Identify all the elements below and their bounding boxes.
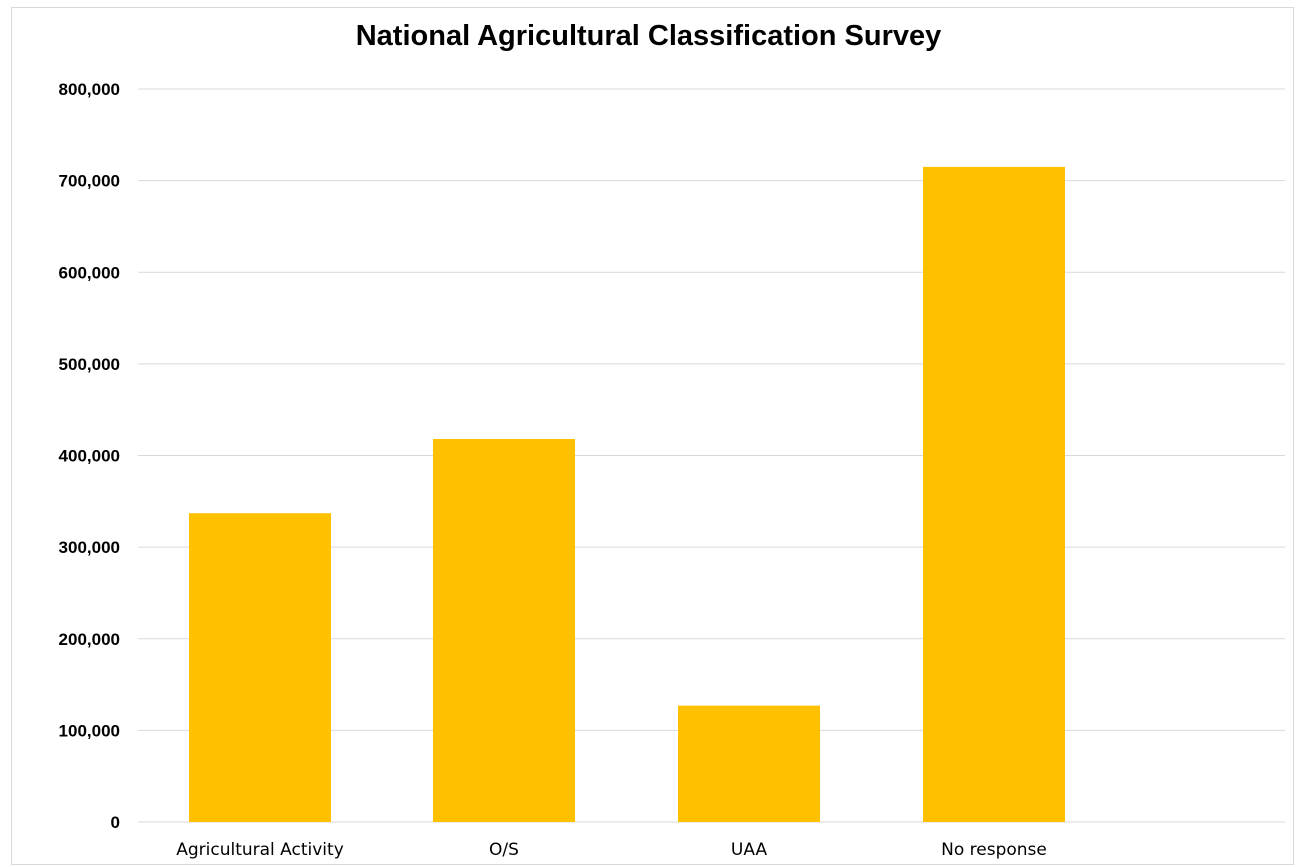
y-tick-label: 100,000 bbox=[59, 721, 120, 740]
y-tick-label: 300,000 bbox=[59, 538, 120, 557]
bar bbox=[189, 513, 331, 822]
x-tick-label: No response bbox=[941, 840, 1047, 860]
y-tick-label: 500,000 bbox=[59, 355, 120, 374]
y-tick-label: 600,000 bbox=[59, 263, 120, 282]
bar bbox=[678, 705, 820, 822]
bar bbox=[923, 166, 1065, 823]
y-tick-label: 800,000 bbox=[59, 80, 120, 99]
x-tick-label: UAA bbox=[731, 840, 768, 860]
x-axis-tick-labels: Agricultural Activity O/S UAA No response bbox=[176, 840, 1047, 860]
y-axis-tick-labels: 0 100,000 200,000 300,000 400,000 500,000 600,… bbox=[59, 80, 120, 832]
x-tick-label: O/S bbox=[489, 840, 519, 860]
bar bbox=[433, 439, 575, 822]
y-tick-label: 200,000 bbox=[59, 630, 120, 649]
y-tick-label: 400,000 bbox=[59, 447, 120, 466]
y-tick-label: 0 bbox=[111, 813, 120, 832]
y-tick-label: 700,000 bbox=[59, 172, 120, 191]
x-tick-label: Agricultural Activity bbox=[176, 840, 344, 860]
chart-title: National Agricultural Classification Sur… bbox=[355, 20, 942, 52]
bars bbox=[189, 166, 1065, 823]
